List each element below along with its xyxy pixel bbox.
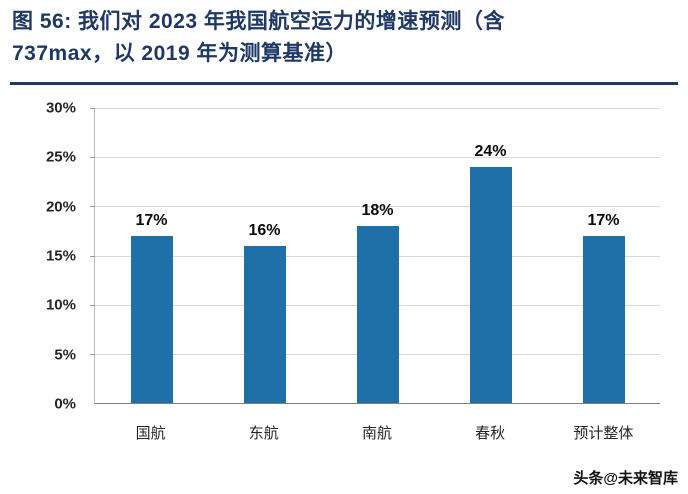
bar	[469, 167, 512, 403]
y-axis-label: 15%	[45, 247, 76, 265]
y-tick-mark	[90, 255, 95, 257]
gridline	[95, 108, 660, 109]
y-tick-mark	[90, 157, 95, 159]
bar-value-label: 18%	[361, 202, 394, 219]
figure-title-line1: 图 56: 我们对 2023 年我国航空运力的增速预测（含	[12, 10, 505, 33]
bar-chart: 0% 5% 10% 15% 20% 25% 30% 17% 16% 18% 24% 17% 国航 东航…	[16, 98, 668, 446]
x-axis-label: 春秋	[475, 425, 506, 442]
y-tick-mark	[90, 108, 95, 109]
bar-value-label: 17%	[587, 211, 620, 229]
gridline	[95, 157, 660, 159]
y-tick-mark	[90, 304, 95, 306]
y-axis-label: 0%	[54, 395, 76, 413]
bar-slot: 17%	[95, 108, 208, 403]
y-axis: 0% 5% 10% 15% 20% 25% 30%	[16, 100, 86, 413]
title-underline	[10, 82, 678, 85]
bar-slot: 18%	[321, 108, 434, 403]
y-tick-mark	[90, 206, 95, 208]
x-axis-label: 南航	[361, 425, 392, 442]
bar-slot: 24%	[434, 108, 547, 403]
plot-area: 17% 16% 18% 24% 17%	[90, 108, 660, 404]
bar-value-label: 24%	[474, 143, 507, 160]
bar-slot: 16%	[208, 108, 321, 403]
bar-value-label: 17%	[135, 211, 168, 229]
watermark: 头条@未来智库	[573, 470, 678, 487]
gridline	[95, 206, 660, 208]
x-axis-label: 预计整体	[573, 425, 634, 442]
x-axis: 国航 东航 南航 春秋 预计整体	[94, 408, 660, 446]
bar	[130, 235, 173, 403]
x-axis-label: 国航	[135, 425, 166, 442]
bar	[243, 245, 286, 403]
y-axis-label: 10%	[45, 296, 76, 314]
y-tick-mark	[90, 353, 95, 355]
y-axis-label: 20%	[45, 198, 76, 216]
figure-title-block: 图 56: 我们对 2023 年我国航空运力的增速预测（含 737max，以 2…	[12, 6, 676, 70]
y-axis-label: 5%	[54, 346, 76, 364]
figure-title-line2: 737max，以 2019 年为测算基准）	[12, 42, 347, 65]
bar-value-label: 16%	[248, 221, 281, 239]
y-axis-label: 30%	[45, 99, 76, 117]
bar	[582, 235, 625, 403]
bar	[356, 226, 399, 403]
x-axis-label: 东航	[248, 425, 279, 442]
y-axis-label: 25%	[45, 148, 76, 166]
bar-slot: 17%	[547, 108, 660, 403]
